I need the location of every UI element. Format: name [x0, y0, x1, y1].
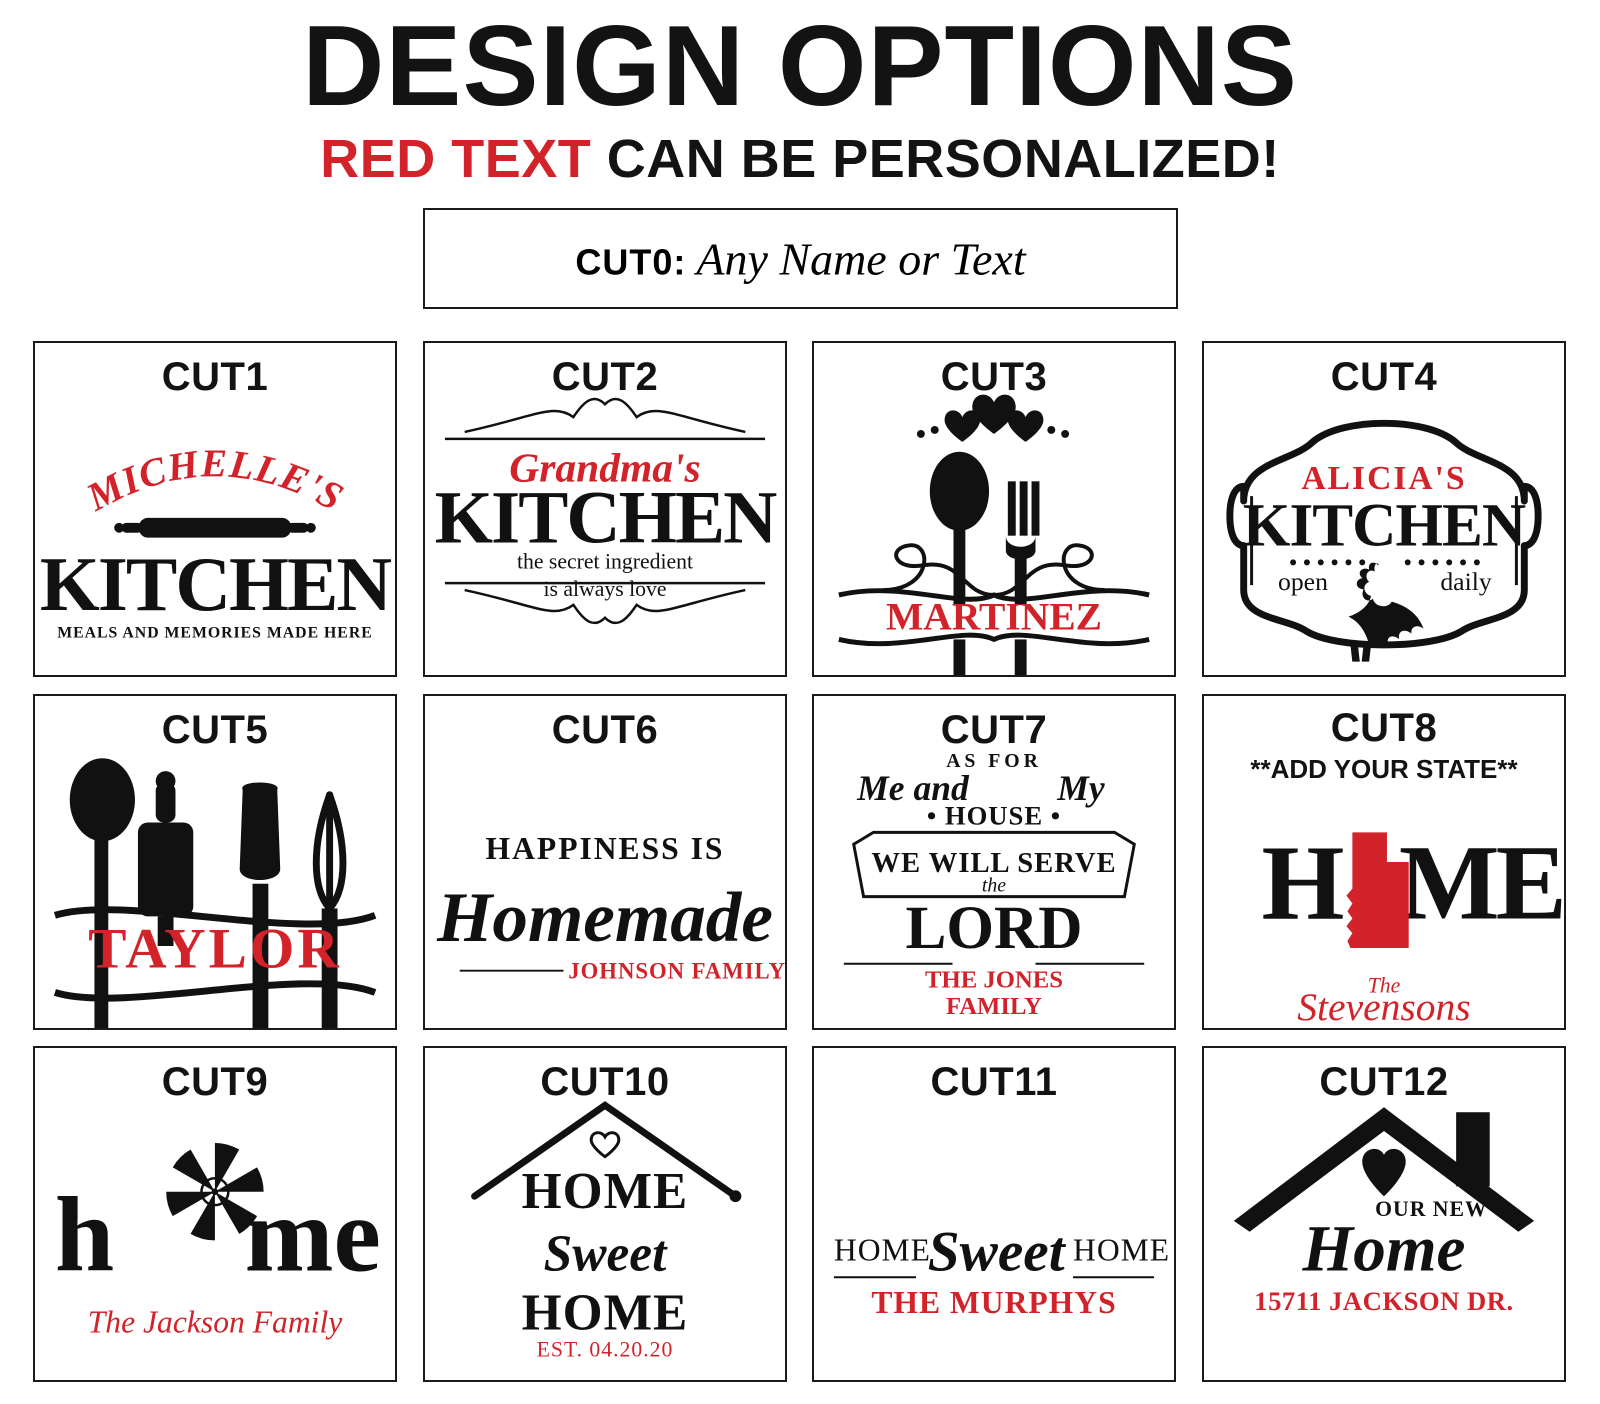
svg-text:The Jackson Family: The Jackson Family	[88, 1305, 344, 1340]
svg-text:Stevensons: Stevensons	[1297, 985, 1470, 1028]
svg-text:Sweet: Sweet	[928, 1220, 1067, 1283]
svg-text:TAYLOR: TAYLOR	[88, 918, 341, 981]
svg-text:EST. 04.20.20: EST. 04.20.20	[537, 1337, 674, 1361]
svg-text:JOHNSON FAMILY: JOHNSON FAMILY	[568, 959, 785, 984]
svg-text:FAMILY: FAMILY	[946, 993, 1042, 1020]
svg-text:daily: daily	[1440, 567, 1492, 596]
svg-text:me: me	[245, 1176, 381, 1294]
svg-text:ME: ME	[1399, 824, 1563, 942]
svg-text:THE JONES: THE JONES	[925, 966, 1063, 993]
svg-text:HOME: HOME	[834, 1232, 931, 1267]
svg-text:the secret ingredient: the secret ingredient	[517, 549, 693, 573]
svg-text:Home: Home	[1302, 1213, 1466, 1285]
svg-text:HOME: HOME	[1073, 1232, 1170, 1267]
svg-text:MEALS AND MEMORIES MADE HERE: MEALS AND MEMORIES MADE HERE	[57, 624, 373, 641]
svg-text:MARTINEZ: MARTINEZ	[886, 595, 1102, 639]
svg-text:LORD: LORD	[906, 894, 1083, 962]
svg-text:KITCHEN: KITCHEN	[435, 477, 778, 560]
svg-text:open: open	[1278, 567, 1328, 596]
svg-text:HOME: HOME	[522, 1285, 689, 1342]
svg-text:15711 JACKSON DR.: 15711 JACKSON DR.	[1254, 1286, 1513, 1316]
svg-text:• HOUSE •: • HOUSE •	[927, 800, 1061, 830]
svg-text:My: My	[1056, 768, 1105, 808]
svg-text:H: H	[1261, 824, 1344, 942]
svg-text:THE MURPHYS: THE MURPHYS	[871, 1285, 1116, 1320]
svg-text:Homemade: Homemade	[436, 879, 773, 957]
svg-text:KITCHEN: KITCHEN	[40, 541, 391, 627]
svg-text:MICHELLE'S: MICHELLE'S	[79, 441, 351, 520]
svg-text:h: h	[55, 1176, 114, 1294]
svg-text:HAPPINESS IS: HAPPINESS IS	[486, 831, 725, 866]
svg-text:Sweet: Sweet	[544, 1225, 668, 1282]
svg-text:HOME: HOME	[522, 1163, 689, 1220]
svg-text:is always love: is always love	[543, 577, 666, 601]
svg-text:KITCHEN: KITCHEN	[1243, 492, 1526, 560]
